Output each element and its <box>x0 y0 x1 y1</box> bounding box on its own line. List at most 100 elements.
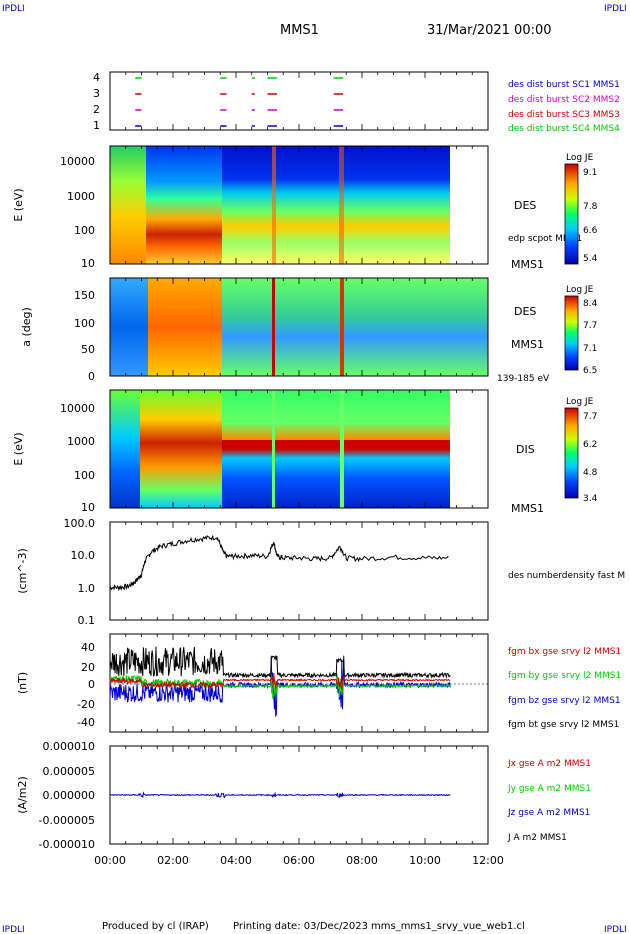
des-energy-colorbar <box>564 163 579 265</box>
corner-label-bottom-right: IPDLI <box>604 925 627 934</box>
fgm-by-line <box>109 673 451 701</box>
x-tick-label: 00:00 <box>94 854 126 867</box>
des-pitch-ytick: 0 <box>88 370 95 383</box>
des-energy-ytick: 1000 <box>67 190 95 203</box>
burst-ytick: 1 <box>93 119 100 132</box>
des-energy-label-des: DES <box>514 199 536 212</box>
des-energy-ytick: 100 <box>74 224 95 237</box>
panel-burst-frame <box>109 71 489 131</box>
x-tick-label: 12:00 <box>472 854 504 867</box>
fgm-legend-bx: fgm bx gse srvy l2 MMS1 <box>508 647 621 657</box>
des-energy-ytick: 10000 <box>60 155 95 168</box>
des-energy-block <box>110 146 146 264</box>
corner-label-bottom-left: IPDLI <box>2 925 25 934</box>
burst-legend-sc1: des dist burst SC1 MMS1 <box>508 80 620 90</box>
dis-energy-ytick: 10000 <box>60 402 95 415</box>
current-ytick: 0.000010 <box>43 740 96 753</box>
des-energy-ylabel: E (eV) <box>12 188 25 221</box>
figure-date: 31/Mar/2021 00:00 <box>427 23 552 38</box>
des-pitch-colorbar-tick: 6.5 <box>583 366 597 376</box>
current-ytick: 0.000000 <box>43 789 96 802</box>
des-pitch-colorbar-tick: 7.1 <box>583 344 597 354</box>
current-ytick: -0.000010 <box>39 838 95 851</box>
x-axis-ticks <box>109 72 489 844</box>
footer-printing-date: Printing date: 03/Dec/2023 <box>233 921 368 932</box>
burst-ytick: 3 <box>93 87 100 100</box>
panel-dis-energy: 10000 1000 100 10 E (eV) DIS MMS1 Log JE… <box>12 389 598 515</box>
des-pitch-ytick: 50 <box>81 343 95 356</box>
burst-legend-sc3: des dist burst SC3 MMS3 <box>508 110 620 120</box>
dis-energy-block <box>140 390 222 508</box>
des-energy-colorbar-tick: 9.1 <box>583 168 597 178</box>
des-energy-block <box>146 146 222 264</box>
dis-energy-spike <box>340 390 344 508</box>
des-energy-label-mms1: MMS1 <box>511 258 544 271</box>
des-energy-ytick: 10 <box>81 257 95 270</box>
des-energy-colorbar-tick: 5.4 <box>583 254 598 264</box>
dis-energy-ytick: 1000 <box>67 435 95 448</box>
des-pitch-block <box>148 278 222 376</box>
panel-des-energy: 10000 1000 100 10 E (eV) DES edp scpot M… <box>12 145 598 271</box>
current-ytick: -0.000005 <box>39 814 95 827</box>
des-energy-block <box>222 146 450 264</box>
fgm-legend-bt: fgm bt gse srvy l2 MMS1 <box>508 720 619 730</box>
dis-energy-label-dis: DIS <box>516 443 535 456</box>
density-ytick: 0.1 <box>78 614 96 627</box>
dis-energy-label-mms1: MMS1 <box>511 502 544 515</box>
panel-current: 0.000010 0.000005 0.000000 -0.000005 -0.… <box>16 740 591 851</box>
dis-energy-colorbar <box>564 407 579 499</box>
dis-energy-ylabel: E (eV) <box>12 432 25 465</box>
dis-energy-band <box>222 440 450 448</box>
fgm-legend-by: fgm by gse srvy l2 MMS1 <box>508 671 621 681</box>
corner-label-top-left: IPDLI <box>2 4 25 14</box>
des-pitch-spike <box>272 278 275 376</box>
burst-ytick: 2 <box>93 103 100 116</box>
current-ylabel: (A/m2) <box>16 776 29 814</box>
des-pitch-ytick: 100 <box>74 317 95 330</box>
density-ytick: 100.0 <box>64 517 96 530</box>
corner-label-top-right: IPDLI <box>604 4 627 14</box>
dis-energy-block <box>222 390 450 508</box>
current-legend-jz: Jz gse A m2 MMS1 <box>507 808 590 818</box>
dis-energy-colorbar-tick: 6.2 <box>583 440 597 450</box>
footer-produced: Produced by cl (IRAP) <box>102 921 209 932</box>
density-ytick: 1.0 <box>78 582 96 595</box>
des-pitch-colorbar-tick: 8.4 <box>583 299 598 309</box>
dis-energy-ytick: 100 <box>74 469 95 482</box>
fgm-bx-line <box>109 673 451 690</box>
x-tick-label: 04:00 <box>220 854 252 867</box>
fgm-ytick: -20 <box>77 698 95 711</box>
panel-density-frame <box>109 521 489 621</box>
des-pitch-colorbar <box>564 295 579 371</box>
fgm-ytick: 20 <box>81 661 95 674</box>
des-pitch-block <box>110 278 148 376</box>
des-pitch-ylabel: a (deg) <box>20 307 33 347</box>
dis-energy-colorbar-title: Log JE <box>566 397 594 407</box>
current-series-line <box>109 791 451 799</box>
panel-des-pitch: 150 100 50 0 a (deg) DES MMS1 139-185 eV… <box>20 277 598 384</box>
burst-marks <box>135 77 344 127</box>
des-pitch-label-energy: 139-185 eV <box>497 374 550 384</box>
x-tick-label: 08:00 <box>346 854 378 867</box>
des-pitch-label-des: DES <box>514 305 536 318</box>
burst-ytick: 4 <box>93 71 100 84</box>
des-pitch-ytick: 150 <box>74 289 95 302</box>
des-energy-colorbar-title: Log JE <box>566 153 594 163</box>
des-pitch-colorbar-title: Log JE <box>566 285 594 295</box>
des-energy-colorbar-tick: 6.6 <box>583 226 598 236</box>
des-energy-colorbar-tick: 7.8 <box>583 202 598 212</box>
dis-energy-block <box>110 390 140 508</box>
density-legend: des numberdensity fast M <box>508 571 625 581</box>
current-legend-j: J A m2 MMS1 <box>507 833 567 843</box>
density-ytick: 10.0 <box>71 549 96 562</box>
fgm-bt-line <box>109 646 451 680</box>
fgm-legend-bz: fgm bz gse srvy l2 MMS1 <box>508 696 621 706</box>
density-ylabel: (cm^-3) <box>16 548 29 594</box>
fgm-ylabel: (nT) <box>16 672 29 694</box>
dis-energy-ytick: 10 <box>81 501 95 514</box>
des-pitch-colorbar-tick: 7.7 <box>583 321 597 331</box>
panel-burst: 4 3 2 1 des dist burst SC1 MMS1 des dist… <box>93 71 620 134</box>
dis-energy-colorbar-tick: 3.4 <box>583 494 598 504</box>
x-tick-label: 10:00 <box>409 854 441 867</box>
